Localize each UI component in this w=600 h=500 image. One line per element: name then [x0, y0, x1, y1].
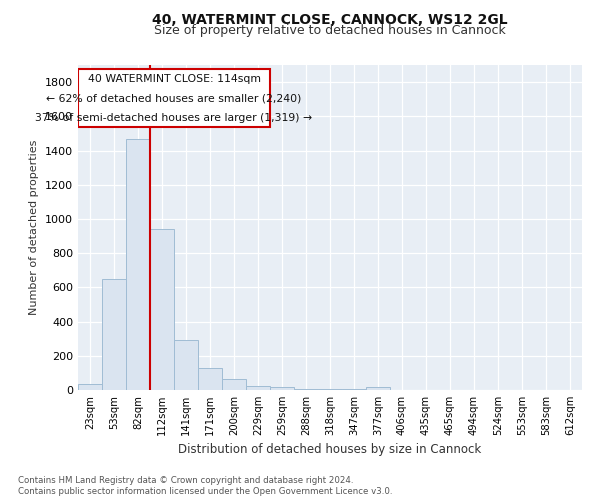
Bar: [366, 386, 390, 390]
Bar: [150, 229, 174, 390]
Y-axis label: Number of detached properties: Number of detached properties: [29, 140, 40, 315]
Bar: [342, 389, 366, 390]
Text: Distribution of detached houses by size in Cannock: Distribution of detached houses by size …: [178, 442, 482, 456]
Bar: [174, 340, 198, 390]
Text: ← 62% of detached houses are smaller (2,240): ← 62% of detached houses are smaller (2,…: [46, 94, 302, 104]
Text: Contains HM Land Registry data © Crown copyright and database right 2024.: Contains HM Land Registry data © Crown c…: [18, 476, 353, 485]
Text: 40 WATERMINT CLOSE: 114sqm: 40 WATERMINT CLOSE: 114sqm: [88, 74, 260, 84]
Text: 37% of semi-detached houses are larger (1,319) →: 37% of semi-detached houses are larger (…: [35, 112, 313, 122]
Text: 40, WATERMINT CLOSE, CANNOCK, WS12 2GL: 40, WATERMINT CLOSE, CANNOCK, WS12 2GL: [152, 12, 508, 26]
Bar: [318, 389, 342, 390]
Bar: [102, 279, 126, 390]
Text: Contains public sector information licensed under the Open Government Licence v3: Contains public sector information licen…: [18, 487, 392, 496]
Bar: [198, 368, 222, 390]
Bar: [78, 384, 102, 390]
Bar: [222, 379, 246, 390]
Bar: [126, 138, 150, 390]
Bar: [294, 389, 318, 390]
Bar: [78, 70, 270, 128]
Text: Size of property relative to detached houses in Cannock: Size of property relative to detached ho…: [154, 24, 506, 37]
Bar: [270, 386, 294, 390]
Bar: [246, 386, 270, 390]
